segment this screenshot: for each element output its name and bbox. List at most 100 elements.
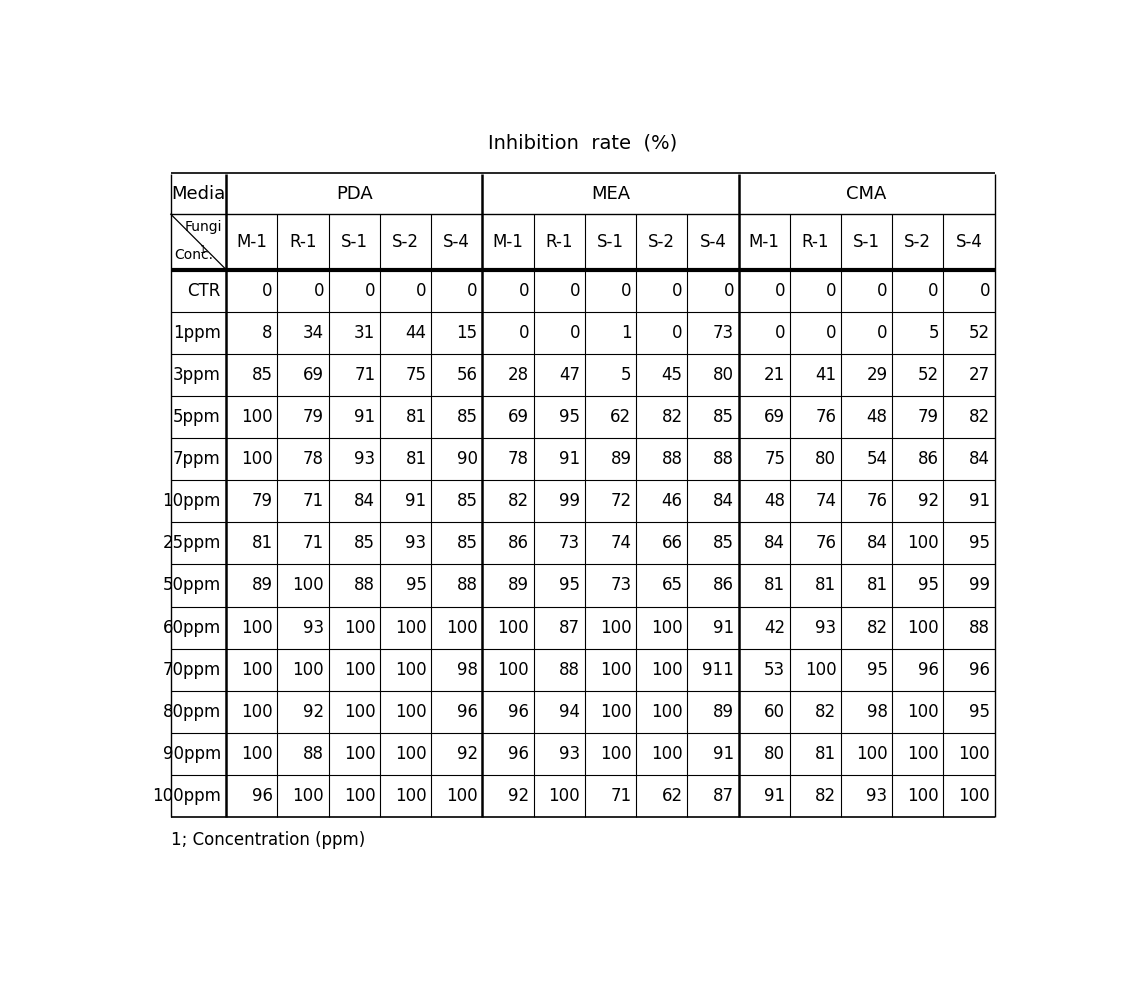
Text: 100: 100 bbox=[907, 535, 938, 552]
Text: 85: 85 bbox=[457, 408, 478, 426]
Text: 44: 44 bbox=[405, 323, 426, 342]
Text: 96: 96 bbox=[508, 745, 529, 763]
Text: R-1: R-1 bbox=[802, 233, 829, 251]
Text: 74: 74 bbox=[610, 535, 632, 552]
Text: 100: 100 bbox=[600, 618, 632, 637]
Text: 89: 89 bbox=[252, 576, 273, 595]
Text: 73: 73 bbox=[559, 535, 580, 552]
Text: 85: 85 bbox=[713, 535, 734, 552]
Text: 87: 87 bbox=[559, 618, 580, 637]
Text: 95: 95 bbox=[969, 703, 990, 721]
Text: 100: 100 bbox=[651, 661, 682, 678]
Text: 93: 93 bbox=[405, 535, 426, 552]
Text: S-2: S-2 bbox=[649, 233, 676, 251]
Text: 65: 65 bbox=[662, 576, 682, 595]
Text: 0: 0 bbox=[263, 282, 273, 300]
Text: 29: 29 bbox=[866, 366, 888, 384]
Text: 0: 0 bbox=[878, 282, 888, 300]
Text: 84: 84 bbox=[354, 492, 376, 510]
Text: 100: 100 bbox=[395, 661, 426, 678]
Text: 100: 100 bbox=[241, 661, 273, 678]
Text: 60: 60 bbox=[764, 703, 785, 721]
Text: 0: 0 bbox=[519, 323, 529, 342]
Text: 100: 100 bbox=[651, 618, 682, 637]
Text: 89: 89 bbox=[713, 703, 734, 721]
Text: S-4: S-4 bbox=[443, 233, 470, 251]
Text: 0: 0 bbox=[928, 282, 938, 300]
Text: Fungi: Fungi bbox=[185, 220, 222, 234]
Text: 100: 100 bbox=[292, 661, 324, 678]
Text: 48: 48 bbox=[764, 492, 785, 510]
Text: 0: 0 bbox=[364, 282, 376, 300]
Text: 0: 0 bbox=[723, 282, 734, 300]
Text: 100: 100 bbox=[344, 703, 376, 721]
Text: 100: 100 bbox=[600, 745, 632, 763]
Text: 100: 100 bbox=[344, 787, 376, 805]
Text: 85: 85 bbox=[354, 535, 376, 552]
Text: 0: 0 bbox=[570, 323, 580, 342]
Text: 42: 42 bbox=[764, 618, 785, 637]
Text: 74: 74 bbox=[816, 492, 836, 510]
Text: 82: 82 bbox=[866, 618, 888, 637]
Text: 93: 93 bbox=[303, 618, 324, 637]
Text: 91: 91 bbox=[713, 618, 734, 637]
Text: 82: 82 bbox=[969, 408, 990, 426]
Text: 79: 79 bbox=[252, 492, 273, 510]
Text: 79: 79 bbox=[303, 408, 324, 426]
Text: 81: 81 bbox=[816, 745, 836, 763]
Text: 96: 96 bbox=[457, 703, 478, 721]
Text: 98: 98 bbox=[866, 703, 888, 721]
Text: 5ppm: 5ppm bbox=[173, 408, 221, 426]
Text: 88: 88 bbox=[303, 745, 324, 763]
Text: 100: 100 bbox=[395, 787, 426, 805]
Text: 81: 81 bbox=[866, 576, 888, 595]
Text: 78: 78 bbox=[508, 450, 529, 468]
Text: CMA: CMA bbox=[846, 185, 887, 203]
Text: 31: 31 bbox=[354, 323, 376, 342]
Text: 93: 93 bbox=[354, 450, 376, 468]
Text: M-1: M-1 bbox=[493, 233, 523, 251]
Text: CTR: CTR bbox=[187, 282, 221, 300]
Text: 88: 88 bbox=[354, 576, 376, 595]
Text: 75: 75 bbox=[764, 450, 785, 468]
Text: 93: 93 bbox=[866, 787, 888, 805]
Text: S-2: S-2 bbox=[905, 233, 932, 251]
Text: 75: 75 bbox=[405, 366, 426, 384]
Text: 41: 41 bbox=[816, 366, 836, 384]
Text: 1ppm: 1ppm bbox=[173, 323, 221, 342]
Text: 85: 85 bbox=[457, 535, 478, 552]
Text: 76: 76 bbox=[816, 408, 836, 426]
Text: 91: 91 bbox=[764, 787, 785, 805]
Text: 73: 73 bbox=[713, 323, 734, 342]
Text: 80: 80 bbox=[713, 366, 734, 384]
Text: 100: 100 bbox=[241, 408, 273, 426]
Text: 98: 98 bbox=[457, 661, 478, 678]
Text: 100: 100 bbox=[651, 703, 682, 721]
Text: 100: 100 bbox=[907, 703, 938, 721]
Text: 94: 94 bbox=[559, 703, 580, 721]
Text: 86: 86 bbox=[508, 535, 529, 552]
Text: 84: 84 bbox=[866, 535, 888, 552]
Text: 90: 90 bbox=[457, 450, 478, 468]
Text: 81: 81 bbox=[252, 535, 273, 552]
Text: 93: 93 bbox=[559, 745, 580, 763]
Text: M-1: M-1 bbox=[749, 233, 779, 251]
Text: 69: 69 bbox=[508, 408, 529, 426]
Text: 25ppm: 25ppm bbox=[162, 535, 221, 552]
Text: 100: 100 bbox=[446, 787, 478, 805]
Text: 100: 100 bbox=[856, 745, 888, 763]
Text: 100: 100 bbox=[959, 787, 990, 805]
Text: 99: 99 bbox=[969, 576, 990, 595]
Text: 8: 8 bbox=[263, 323, 273, 342]
Text: 100: 100 bbox=[907, 787, 938, 805]
Text: 100: 100 bbox=[241, 450, 273, 468]
Text: 0: 0 bbox=[826, 323, 836, 342]
Text: 99: 99 bbox=[559, 492, 580, 510]
Text: 89: 89 bbox=[610, 450, 632, 468]
Text: 100: 100 bbox=[395, 745, 426, 763]
Text: 100: 100 bbox=[959, 745, 990, 763]
Text: 34: 34 bbox=[303, 323, 324, 342]
Text: 71: 71 bbox=[303, 535, 324, 552]
Text: 0: 0 bbox=[775, 282, 785, 300]
Text: 84: 84 bbox=[713, 492, 734, 510]
